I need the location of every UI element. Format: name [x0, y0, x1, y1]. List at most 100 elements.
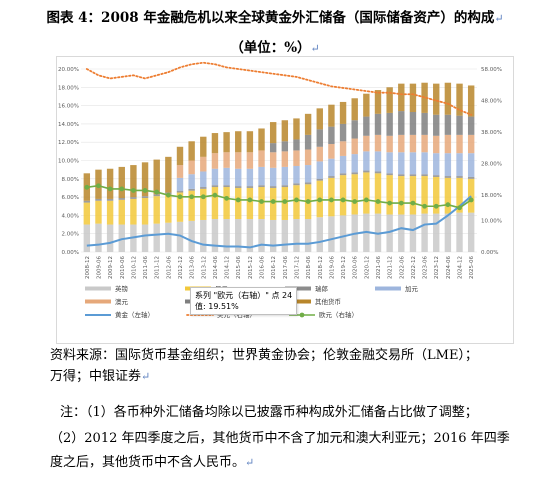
bar-segment-chf	[95, 198, 102, 201]
return-mark: ↵	[310, 42, 320, 55]
bar-segment-gbp	[269, 219, 277, 252]
line-usd	[85, 61, 473, 116]
point-eur	[235, 197, 241, 203]
return-mark: ↵	[141, 370, 151, 383]
bar-segment-aud	[258, 150, 265, 167]
bar-segment-other	[339, 101, 347, 124]
bar-segment-chf	[293, 183, 300, 186]
legend-label: 瑞郎	[315, 284, 329, 293]
bar-segment-chf	[467, 176, 475, 179]
legend-label: 其他货币	[315, 297, 341, 306]
point-eur	[107, 186, 113, 192]
bar-segment-cad	[328, 158, 335, 177]
bar-segment-aud	[328, 144, 335, 159]
bar-segment-cad	[444, 153, 452, 177]
line-eur	[86, 184, 472, 209]
bar-segment-aud	[293, 150, 300, 166]
bar-segment-gbp	[304, 219, 312, 252]
bar-segment-cad	[374, 151, 382, 172]
bar-segment-other	[398, 83, 405, 112]
bar-segment-gbp	[328, 216, 335, 252]
bar-segment-cad	[258, 166, 265, 186]
y-right-tick-label: 10.00%	[481, 218, 502, 224]
bar-segment-chf	[235, 186, 242, 188]
bar-segment-jpy	[421, 176, 428, 214]
figure-title: 图表 4：2008 年金融危机以来全球黄金外汇储备（国际储备资产）的构成↵	[0, 6, 550, 26]
note-line-2: （2）2012 年四季度之后，其他货币中不含了加元和澳大利亚元；2016 年四季	[50, 428, 530, 450]
x-tick-label: 2019-06	[329, 256, 335, 279]
y-left-tick-label: 16.00%	[58, 104, 79, 110]
bar-segment-gbp	[398, 214, 405, 252]
x-tick-label: 2011-12	[155, 256, 161, 279]
x-tick-label: 2022-12	[411, 256, 417, 279]
bar-segment-aud	[351, 138, 358, 155]
note-line-1: 注：（1）各币种外汇储备均除以已披露币种构成外汇储备占比做了调整；	[60, 402, 534, 424]
bar-segment-rmb	[374, 113, 382, 135]
y-left-tick-label: 20.00%	[58, 67, 79, 73]
source-text-1: 资料来源：国际货币基金组织；世界黄金协会；伦敦金融交易所（LME）；	[50, 348, 478, 363]
point-eur	[387, 200, 393, 206]
bar-segment-jpy	[269, 187, 277, 220]
point-eur	[363, 197, 369, 203]
x-tick-label: 2014-12	[225, 256, 231, 279]
bar-segment-aud	[374, 134, 382, 152]
chart-frame[interactable]: 0.00% 2.00% 4.00% 6.00% 8.00% 10.00% 12.00% 14.…	[56, 56, 514, 344]
bar-segment-chf	[106, 198, 114, 201]
x-tick-label: 2017-12	[294, 256, 300, 279]
x-tick-label: 2010-12	[131, 256, 137, 279]
bar-segment-jpy	[83, 202, 91, 225]
bar-segment-jpy	[130, 198, 137, 225]
bar-segment-gbp	[421, 213, 428, 252]
bar-segment-chf	[130, 197, 137, 199]
bar-segment-other	[118, 166, 125, 199]
bar-segment-gbp	[176, 221, 184, 252]
bar-segment-gbp	[386, 214, 393, 252]
bar-segment-other	[304, 113, 312, 135]
bar-segment-gbp	[246, 219, 254, 252]
bar-segment-gbp	[433, 213, 440, 252]
bar-segment-cad	[246, 168, 254, 187]
point-eur	[317, 197, 323, 203]
y-left-tick-label: 4.00%	[62, 213, 79, 219]
bar-segment-cad	[211, 168, 219, 186]
x-tick-label: 2020-06	[353, 256, 359, 279]
bar-segment-other	[374, 90, 382, 114]
x-tick-label: 2013-12	[201, 256, 207, 279]
x-tick-label: 2023-06	[423, 256, 429, 279]
y-left-tick-label: 10.00%	[58, 159, 79, 165]
x-tick-label: 2013-06	[190, 256, 196, 279]
bar-segment-chf	[398, 174, 405, 177]
point-eur	[457, 205, 462, 211]
x-tick-label: 2018-06	[306, 256, 312, 279]
bar-segment-chf	[153, 194, 160, 197]
bar-segment-cad	[433, 153, 440, 176]
bar-segment-rmb	[281, 141, 289, 152]
x-tick-label: 2014-06	[213, 256, 219, 279]
bar-segment-aud	[176, 165, 184, 178]
bar-segment-gbp	[165, 222, 172, 252]
bar-segment-jpy	[235, 187, 242, 220]
bar-segment-gbp	[223, 219, 230, 252]
bar-segment-rmb	[339, 123, 347, 142]
bar-segment-chf	[316, 178, 323, 181]
chart-tooltip: 系列 "欧元（右轴）" 点 24 值: 19.51%	[190, 287, 298, 315]
bar-segment-cad	[409, 152, 417, 175]
bar-segment-cad	[293, 165, 300, 184]
point-eur	[142, 188, 148, 193]
point-eur	[282, 199, 288, 204]
return-mark: ↵	[245, 456, 255, 469]
bar-segment-gbp	[235, 219, 242, 252]
bar-segment-jpy	[200, 188, 207, 220]
bar-segment-jpy	[246, 187, 254, 220]
bar-segment-cad	[339, 155, 347, 174]
bar-segment-aud	[421, 134, 428, 153]
bar-segment-other	[433, 83, 440, 115]
point-eur	[305, 199, 311, 204]
bar-segment-jpy	[328, 177, 335, 217]
bar-segment-rmb	[316, 129, 323, 147]
bar-segment-jpy	[118, 199, 125, 225]
bar-segment-chf	[141, 196, 149, 199]
point-eur	[468, 197, 474, 203]
point-eur	[247, 197, 253, 203]
bar-segment-chf	[188, 188, 195, 191]
